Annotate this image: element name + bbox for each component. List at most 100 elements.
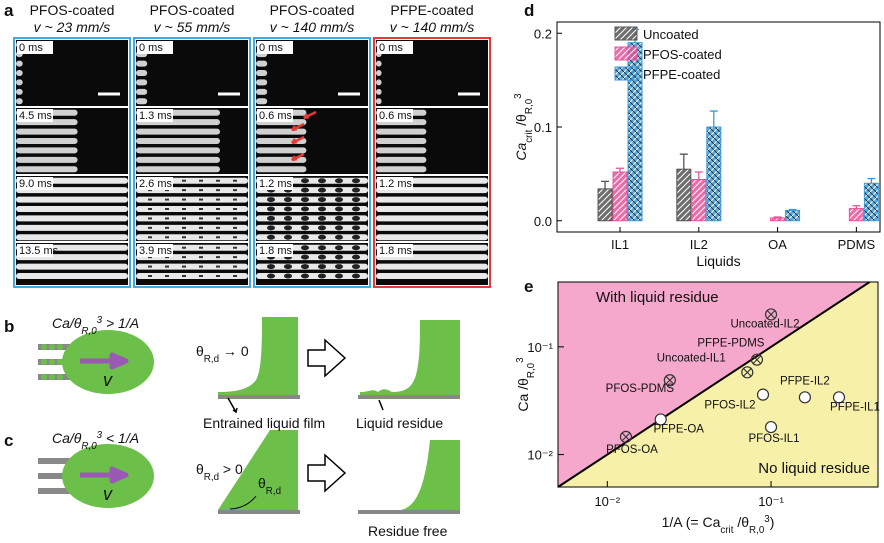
droplet <box>301 234 309 240</box>
droplet <box>352 245 360 251</box>
red-arrow <box>291 135 305 145</box>
droplet <box>335 234 343 240</box>
y-tick-label: 0.2 <box>534 26 552 41</box>
gap <box>216 179 220 182</box>
x-axis-label: 1/A (= Cacrit /θR,03) <box>662 514 775 536</box>
gap <box>233 275 237 277</box>
y-axis-label: Cacrit /θR,03 <box>513 93 535 161</box>
subscript: R,0 <box>526 362 537 378</box>
point-label: PFOS-PDMS <box>606 383 675 395</box>
gap <box>216 226 220 229</box>
liquid-finger <box>376 156 427 163</box>
liquid-finger <box>136 234 248 241</box>
time-box <box>17 41 53 54</box>
point <box>654 413 667 426</box>
liquid-finger <box>16 273 128 279</box>
droplet <box>352 273 360 279</box>
time-label: 0 ms <box>139 42 163 54</box>
result-label: Liquid residue <box>356 415 443 431</box>
y-axis-label: Ca /θR,03 <box>515 357 537 412</box>
liquid-finger <box>16 98 23 105</box>
droplet <box>318 264 326 270</box>
bar <box>676 168 692 222</box>
liquid-finger <box>376 263 488 270</box>
droplet <box>352 187 360 193</box>
subscript: R,d <box>266 486 281 497</box>
point-label: PFOS-IL2 <box>704 400 755 412</box>
droplet <box>335 264 343 270</box>
time-label: 1.3 ms <box>139 110 173 122</box>
gap <box>199 246 203 249</box>
liquid-finger <box>376 79 382 86</box>
gap <box>148 198 152 201</box>
droplet <box>318 197 326 203</box>
time-label: 2.6 ms <box>139 178 173 190</box>
superscript: 3 <box>764 514 770 525</box>
column-title: PFOS-coated <box>150 2 235 18</box>
gap <box>148 208 152 210</box>
gap <box>148 189 152 192</box>
panel-letter: e <box>524 277 533 296</box>
velocity: v <box>103 370 113 390</box>
gap <box>233 179 237 182</box>
gap <box>148 236 152 239</box>
error-bar <box>773 216 782 218</box>
bar <box>863 182 879 222</box>
droplet <box>318 215 326 221</box>
liquid-finger <box>136 98 148 105</box>
superscript: 3 <box>97 430 103 441</box>
gap <box>182 198 186 201</box>
text-part: → 0 <box>219 343 249 359</box>
gap <box>216 217 220 220</box>
point-cross <box>742 368 752 377</box>
column-title: PFOS-coated <box>30 2 115 18</box>
subscript: R,0 <box>81 441 97 452</box>
y-tick-label: 0.0 <box>534 214 552 229</box>
x-tick-label: OA <box>768 237 787 252</box>
gap <box>199 208 203 210</box>
point <box>619 430 633 443</box>
time-label: 1.2 ms <box>259 178 293 190</box>
droplet <box>301 206 309 212</box>
gap <box>216 275 220 277</box>
time-label: 0 ms <box>259 42 283 54</box>
liquid-finger <box>16 263 128 270</box>
gap <box>233 208 237 210</box>
point <box>798 391 812 404</box>
gap <box>233 217 237 220</box>
time-label: 1.8 ms <box>259 245 293 257</box>
time-label: 0.6 ms <box>379 110 413 122</box>
column-speed: v ~ 140 mm/s <box>270 19 354 35</box>
droplet <box>284 273 292 279</box>
time-box <box>137 41 173 54</box>
gap <box>182 265 186 268</box>
gap <box>165 226 169 229</box>
error-bar <box>679 153 688 170</box>
point-label: PFOS-IL1 <box>748 433 799 445</box>
text-part: θ <box>258 475 266 491</box>
liquid-finger <box>256 60 268 67</box>
bar <box>770 217 786 222</box>
droplet <box>267 206 275 212</box>
superscript: 3 <box>515 357 526 363</box>
time-box <box>257 109 293 122</box>
liquid-finger <box>136 206 248 212</box>
droplet <box>267 234 275 240</box>
gap <box>182 217 186 220</box>
droplet <box>335 273 343 279</box>
liquid-finger <box>256 88 268 95</box>
legend-label: PFPE-coated <box>643 67 720 82</box>
liquid-finger <box>16 224 128 231</box>
liquid-finger <box>256 70 268 76</box>
time-label: 0 ms <box>19 42 43 54</box>
column-title: PFPE-coated <box>390 2 473 18</box>
gap <box>199 198 203 201</box>
bar <box>691 179 707 222</box>
time-box <box>137 109 173 122</box>
droplet <box>267 215 275 221</box>
droplet <box>301 254 309 260</box>
text-part: < 1/A <box>102 430 139 446</box>
droplet <box>284 225 292 231</box>
droplet <box>335 197 343 203</box>
x-tick-label: 10⁻² <box>594 494 620 509</box>
